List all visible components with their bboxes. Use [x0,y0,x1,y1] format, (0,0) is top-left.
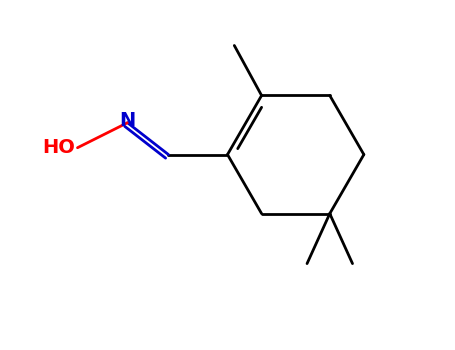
Text: HO: HO [42,138,75,157]
Text: N: N [119,111,136,130]
